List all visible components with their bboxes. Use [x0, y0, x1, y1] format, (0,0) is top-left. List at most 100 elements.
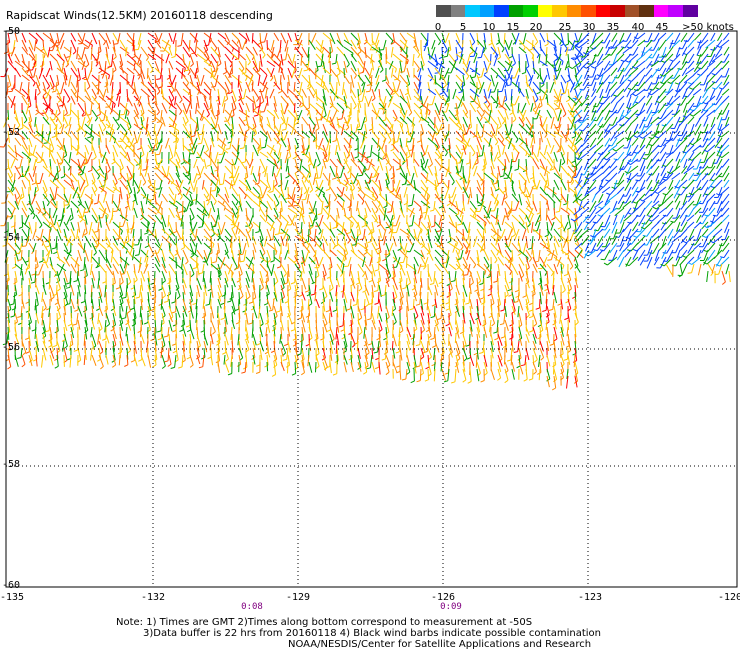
wind-barb [425, 172, 429, 183]
wind-barb [300, 53, 303, 66]
wind-barb-flag [303, 69, 308, 72]
wind-barb [434, 102, 441, 115]
wind-barb [203, 116, 212, 126]
wind-barb [637, 235, 646, 245]
wind-barb [597, 130, 604, 140]
wind-barb [329, 39, 334, 52]
wind-barb-flag [267, 259, 271, 263]
wind-barb-flag [10, 225, 15, 228]
wind-barb-flag [46, 202, 50, 207]
wind-barb [518, 137, 529, 146]
wind-barb [271, 165, 275, 177]
wind-barb [636, 242, 646, 252]
wind-barb [591, 53, 597, 65]
wind-barb [133, 193, 138, 206]
wind-barb [455, 256, 461, 267]
wind-barb [630, 39, 639, 49]
wind-barb [476, 116, 484, 129]
wind-barb [231, 256, 238, 268]
wind-barb [715, 165, 723, 176]
wind-barb-flag [402, 160, 407, 163]
wind-barb-flag [625, 263, 630, 267]
wind-barb-flag [178, 211, 183, 214]
wind-barb [658, 39, 667, 51]
wind-barb-flag [286, 148, 291, 152]
wind-barb-flag [93, 230, 98, 233]
wind-barb [119, 214, 129, 222]
wind-barb-flag [59, 104, 64, 107]
wind-barb-flag [63, 112, 68, 117]
wind-barb-flag [612, 148, 617, 152]
wind-barb [715, 81, 723, 90]
wind-barb-flag [406, 60, 409, 65]
wind-barb-flag [115, 237, 120, 240]
wind-barb-flag [244, 195, 247, 200]
wind-barb-flag [84, 184, 89, 188]
wind-barb [181, 67, 184, 79]
wind-barb [343, 193, 352, 202]
wind-barb [455, 228, 464, 236]
wind-barb [473, 53, 478, 64]
wind-barb [578, 39, 590, 49]
wind-barb [560, 186, 563, 200]
wind-barb [654, 95, 660, 106]
wind-barb [20, 249, 23, 260]
wind-barb [462, 172, 467, 184]
wind-barb-flag [53, 126, 57, 131]
wind-barb [632, 95, 639, 106]
wind-barb [308, 39, 316, 50]
wind-barb-flag [20, 196, 25, 200]
wind-barb [356, 200, 359, 212]
wind-barb [413, 256, 419, 267]
wind-barb-flag [536, 91, 541, 95]
wind-barb [434, 144, 442, 156]
wind-barb [399, 165, 406, 178]
wind-barb [350, 249, 358, 258]
wind-barb-flag [45, 252, 50, 257]
wind-barb [469, 32, 476, 43]
wind-barb [539, 207, 542, 221]
wind-barb-flag [87, 136, 92, 139]
wind-barb [371, 207, 378, 220]
wind-barb [596, 53, 604, 65]
wind-barb-flag [544, 43, 549, 47]
wind-barb [659, 60, 667, 71]
wind-barb-flag [139, 217, 144, 221]
wind-barb [396, 256, 401, 268]
wind-barb [531, 242, 534, 255]
wind-barb [102, 88, 107, 101]
wind-barb [445, 256, 450, 268]
wind-barb [119, 53, 124, 66]
wind-barb [469, 102, 477, 113]
wind-barb [619, 214, 625, 224]
wind-barb [105, 165, 108, 179]
wind-barb [497, 67, 506, 79]
wind-barb [392, 137, 395, 150]
wind-barb [278, 151, 282, 162]
wind-barb [411, 137, 415, 150]
wind-barb [378, 249, 381, 261]
wind-barb-flag [709, 220, 715, 224]
wind-barb-flag [210, 181, 213, 187]
wind-barb [79, 179, 86, 192]
wind-barb [76, 74, 79, 88]
wind-barb [588, 144, 597, 152]
wind-barb [707, 137, 716, 147]
wind-barb [569, 102, 576, 115]
wind-barb [21, 123, 30, 130]
wind-barb [119, 256, 130, 266]
wind-barb [441, 130, 447, 140]
wind-barb [532, 151, 539, 163]
wind-barb [645, 67, 653, 77]
wind-barb-flag [682, 240, 687, 244]
wind-barb-flag [375, 247, 380, 251]
wind-barb [294, 256, 301, 268]
wind-barb-flag [507, 258, 512, 263]
wind-barb [257, 102, 261, 116]
wind-barb [476, 179, 482, 190]
wind-barb [245, 116, 250, 130]
wind-barb-flag [185, 261, 189, 265]
wind-barb [680, 200, 688, 210]
wind-barb [357, 60, 365, 70]
wind-barb [101, 67, 107, 79]
